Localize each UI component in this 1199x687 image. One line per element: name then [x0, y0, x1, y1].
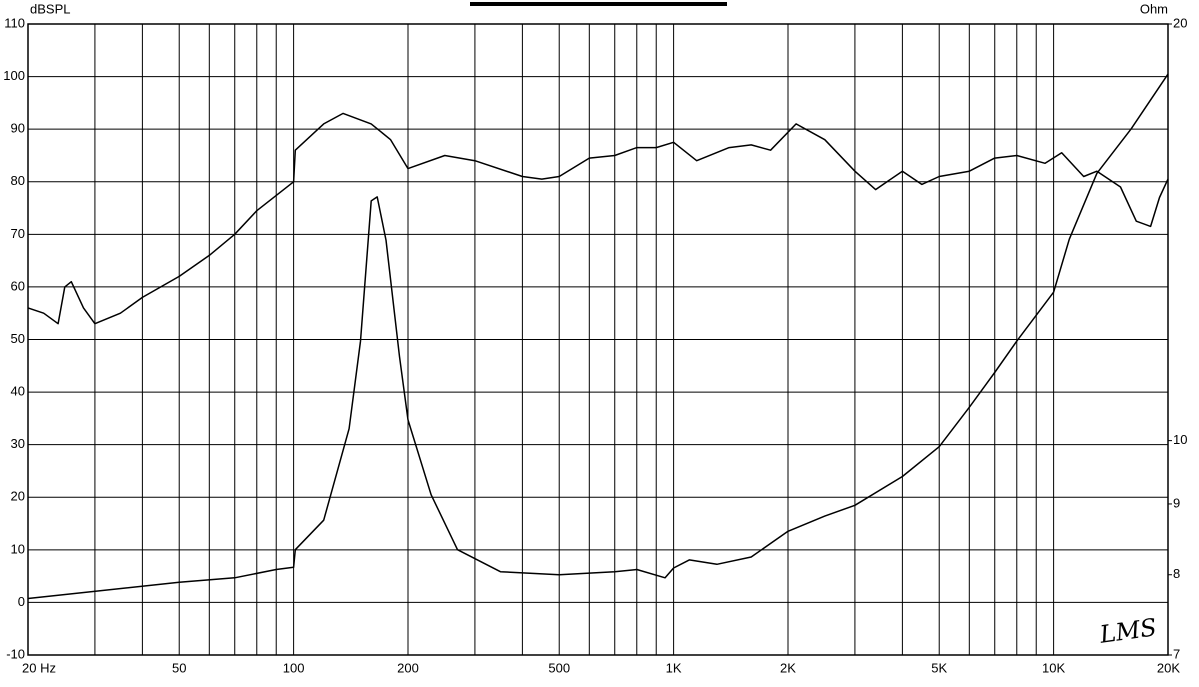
y2-tick-label: 10 [1173, 432, 1187, 447]
y-tick-label: 60 [11, 278, 25, 293]
x-tick-label: 1K [666, 660, 682, 675]
y2-axis-label: Ohm [1140, 1, 1168, 16]
x-tick-label: 10K [1042, 660, 1065, 675]
y-tick-label: 50 [11, 331, 25, 346]
x-tick-label: 200 [397, 660, 419, 675]
y2-tick-label: 20 [1173, 15, 1187, 30]
series-line [27, 73, 1169, 600]
y-tick-label: -10 [6, 646, 25, 661]
y-tick-label: 30 [11, 436, 25, 451]
x-tick-label: 500 [548, 660, 570, 675]
y2-tick-label: 8 [1173, 566, 1180, 581]
x-tick-label: 20 Hz [22, 660, 56, 675]
x-tick-label: 100 [283, 660, 305, 675]
y2-tick-label: 9 [1173, 495, 1180, 510]
y-axis-label: dBSPL [30, 1, 70, 16]
x-tick-label: 5K [931, 660, 947, 675]
y-tick-label: 110 [4, 15, 25, 30]
y-tick-label: 0 [18, 594, 25, 609]
y-tick-label: 40 [11, 384, 25, 399]
x-tick-label: 50 [172, 660, 186, 675]
y-tick-label: 10 [11, 541, 25, 556]
y-tick-label: 100 [3, 68, 25, 83]
y-tick-label: 20 [11, 489, 25, 504]
y-tick-label: 70 [11, 226, 25, 241]
x-tick-label: 2K [780, 660, 796, 675]
y2-tick-label: 7 [1173, 646, 1180, 661]
x-tick-label: 20K [1157, 660, 1180, 675]
series-line [27, 112, 1169, 325]
y-tick-label: 90 [11, 121, 25, 136]
y-tick-label: 80 [11, 173, 25, 188]
